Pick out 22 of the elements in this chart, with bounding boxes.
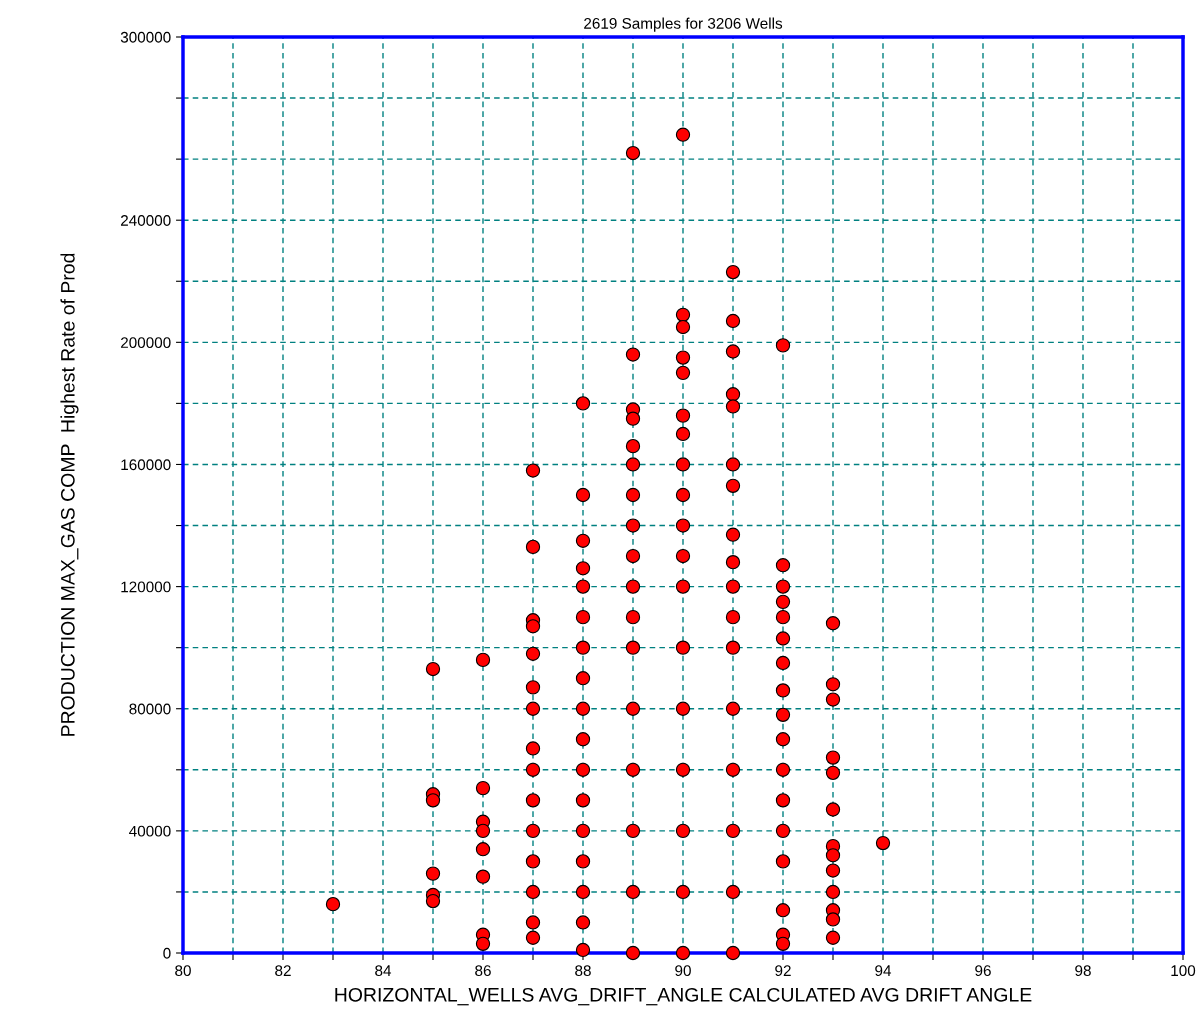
x-tick-label: 96 [975,965,991,977]
x-tick-label: 86 [475,965,491,977]
x-tick-label: 92 [775,965,791,977]
y-tick-label: 160000 [121,459,171,471]
chart-title: 2619 Samples for 3206 Wells [584,17,783,32]
x-tick-label: 98 [1075,965,1091,977]
y-tick-label: 80000 [129,703,171,715]
x-tick-label: 100 [1171,965,1196,977]
x-tick-label: 94 [875,965,892,977]
x-tick-label: 88 [575,965,591,977]
x-axis-title: HORIZONTAL_WELLS AVG_DRIFT_ANGLE CALCULATED AVG DRIFT ANGLE [335,987,1032,1006]
x-tick-label: 82 [275,965,291,977]
y-tick-label: 0 [163,947,171,959]
y-tick-label: 120000 [121,581,171,593]
y-axis-title: PRODUCTION MAX_GAS COMP Highest Rate of Prod [60,253,79,736]
y-tick-label: 240000 [120,215,171,226]
x-tick-label: 84 [375,965,392,977]
y-tick-label: 300000 [120,31,171,43]
y-tick-label: 40000 [129,825,171,837]
x-tick-label: 90 [675,965,691,977]
y-tick-label: 200000 [120,337,171,349]
x-tick-label: 80 [175,965,191,977]
